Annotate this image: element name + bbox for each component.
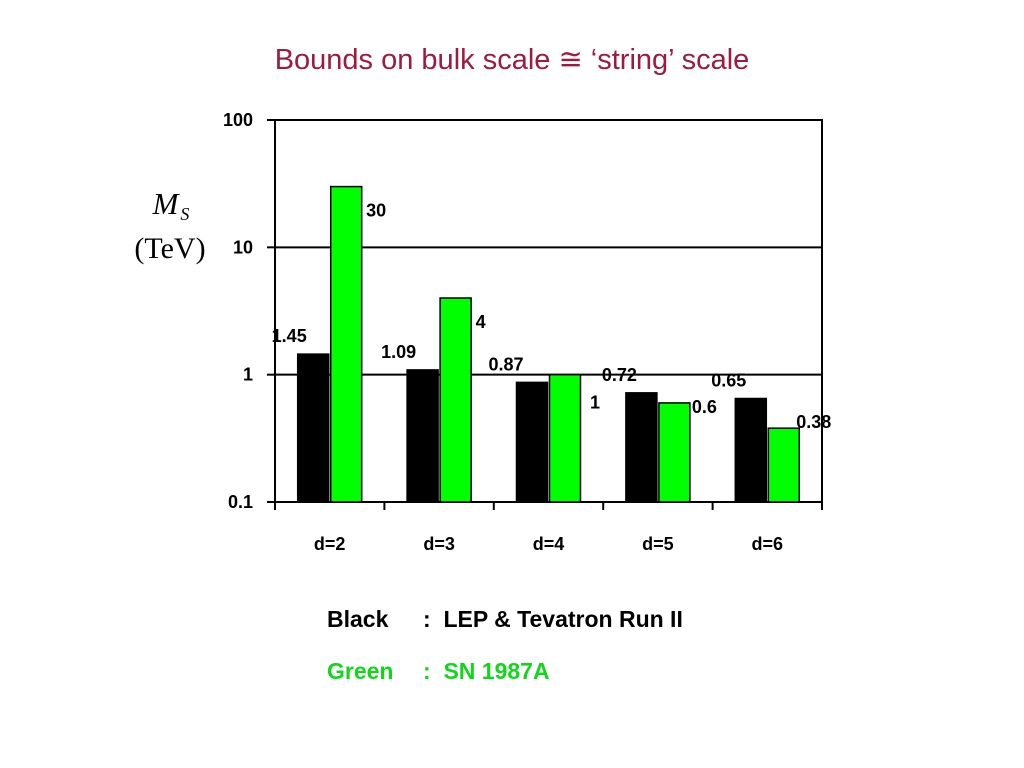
legend-entry-black: Black : LEP & Tevatron Run II (327, 606, 683, 633)
data-label-black: 1.09 (381, 342, 416, 362)
data-label-green: 30 (366, 201, 386, 221)
chart-title: Bounds on bulk scale ≅ ‘string’ scale (274, 44, 750, 76)
x-tick-label: d=2 (314, 534, 346, 554)
bar-black (515, 381, 549, 503)
bar-black (734, 397, 768, 503)
data-label-green: 4 (476, 312, 486, 332)
bar-green (658, 402, 691, 503)
x-tick-label: d=5 (642, 534, 674, 554)
bar-black (406, 369, 439, 503)
data-label-black: 0.72 (602, 365, 637, 385)
data-label-black: 0.65 (711, 370, 746, 390)
y-axis-label-symbol: M (152, 186, 179, 221)
data-label-green: 0.6 (692, 397, 717, 417)
y-axis-label-subscript: S (180, 204, 190, 224)
x-tick-label: d=4 (533, 534, 565, 554)
bar-green (548, 373, 582, 503)
y-tick-label: 0.1 (228, 492, 253, 512)
bar-green (439, 297, 472, 503)
y-tick-label: 100 (223, 110, 253, 130)
x-tick-label: d=6 (752, 534, 784, 554)
bar-green (767, 427, 801, 503)
bar-green (329, 185, 363, 503)
bar-black (625, 392, 658, 503)
data-label-green: 0.38 (796, 412, 831, 432)
y-tick-label: 10 (233, 237, 253, 257)
legend-entry-green: Green : SN 1987A (327, 658, 550, 685)
legend-green-text: : SN 1987A (423, 658, 550, 684)
data-label-green: 1 (590, 393, 600, 413)
legend-green-label: Green (327, 658, 394, 684)
y-tick-label: 1 (243, 365, 253, 385)
legend-black-label: Black (327, 606, 389, 632)
plot-frame (274, 119, 823, 503)
data-label-black: 1.45 (272, 326, 307, 346)
x-tick-label: d=3 (423, 534, 455, 554)
legend-black-text: : LEP & Tevatron Run II (423, 606, 683, 632)
bar-black (296, 353, 330, 503)
data-label-black: 0.87 (488, 354, 523, 374)
y-axis-label-unit: (TeV) (134, 232, 206, 265)
